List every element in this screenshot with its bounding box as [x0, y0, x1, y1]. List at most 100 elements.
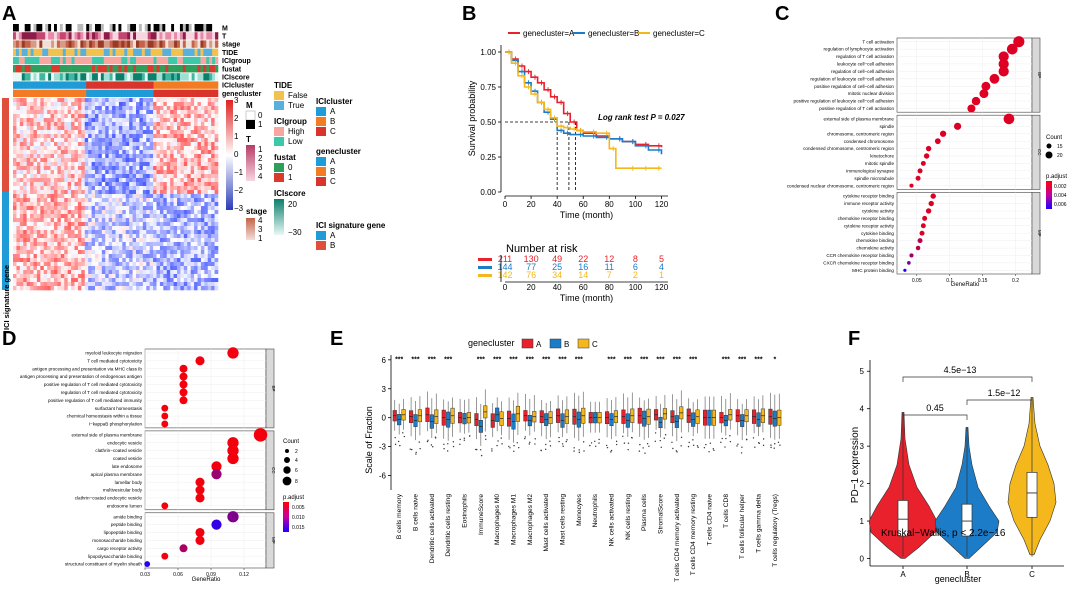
heatmap-cell	[84, 98, 89, 103]
box-outlier	[459, 438, 461, 441]
heatmap-cell	[105, 114, 109, 119]
heatmap-cell	[43, 158, 48, 163]
heatmap-cell	[142, 106, 147, 111]
track-cell	[54, 24, 58, 32]
heatmap-cell	[112, 226, 116, 231]
heatmap-cell	[101, 206, 106, 211]
legend-t-item: 3	[258, 163, 263, 172]
legend-stage-item: 4	[258, 216, 263, 225]
heatmap-cell	[13, 130, 17, 135]
heatmap-cell	[74, 178, 79, 183]
heatmap-cell	[129, 230, 133, 235]
heatmap-cell	[122, 106, 127, 111]
heatmap-cell	[118, 134, 123, 139]
heatmap-cell	[19, 98, 24, 103]
heatmap-cell	[33, 282, 38, 287]
term-label: monosaccharide binding	[92, 538, 142, 543]
heatmap-cell	[81, 110, 86, 115]
track-cell	[89, 81, 93, 89]
heatmap-cell	[81, 250, 86, 255]
heatmap-cell	[159, 150, 164, 155]
heatmap-cell	[211, 286, 215, 291]
term-dot	[920, 223, 926, 229]
heatmap-cell	[13, 154, 17, 159]
heatmap-cell	[57, 138, 62, 143]
track-cell	[130, 48, 134, 56]
heatmap-cell	[98, 206, 103, 211]
heatmap-cell	[60, 218, 65, 223]
legend-genecluster-swatch	[316, 157, 326, 166]
heatmap-cell	[60, 194, 65, 199]
heatmap-cell	[108, 250, 113, 255]
heatmap-cell	[95, 274, 99, 279]
box-outlier	[411, 448, 413, 451]
heatmap-cell	[26, 138, 31, 143]
heatmap-cell	[153, 206, 157, 211]
heatmap-cell	[132, 102, 137, 107]
term-label: cytokine receptor binding	[843, 194, 895, 199]
heatmap-cell	[57, 150, 62, 155]
box-outlier	[469, 435, 471, 437]
heatmap-cell	[187, 142, 191, 147]
heatmap-cell	[122, 274, 127, 279]
heatmap-cell	[60, 262, 65, 267]
heatmap-cell	[142, 170, 147, 175]
heatmap-cell	[132, 154, 137, 159]
heatmap-cell	[153, 138, 157, 143]
heatmap-cell	[112, 242, 116, 247]
heatmap-cell	[47, 230, 51, 235]
heatmap-cell	[33, 158, 38, 163]
category-label: Macrophages M1	[511, 494, 518, 545]
track-cell	[191, 56, 195, 65]
heatmap-cell	[71, 162, 75, 167]
heatmap-cell	[211, 146, 215, 151]
track-cell	[209, 89, 213, 97]
track-cell	[133, 65, 137, 73]
term-dot	[998, 66, 1009, 77]
heatmap-cell	[54, 126, 58, 131]
heatmap-cell	[187, 166, 191, 171]
track-cell	[112, 48, 116, 56]
heatmap-cell	[54, 98, 58, 103]
heatmap-cell	[43, 282, 48, 287]
track-cell	[103, 81, 108, 89]
track-cell	[106, 24, 110, 32]
heatmap-cell	[19, 226, 24, 231]
heatmap-cell	[180, 214, 185, 219]
heatmap-cell	[125, 254, 130, 259]
heatmap-cell	[159, 262, 164, 267]
heatmap-cell	[43, 130, 48, 135]
heatmap-cell	[159, 186, 164, 191]
heatmap-cell	[30, 98, 34, 103]
legend-iciscore-item: 20	[288, 200, 297, 209]
heatmap-cell	[74, 142, 79, 147]
box-outlier	[615, 443, 618, 446]
heatmap-cell	[81, 222, 86, 227]
track-cell	[171, 81, 175, 89]
heatmap-cell	[129, 242, 133, 247]
heatmap-cell	[57, 234, 62, 239]
heatmap-cell	[122, 170, 127, 175]
heatmap-cell	[207, 106, 212, 111]
heatmap-cell	[98, 118, 103, 123]
heatmap-cell	[112, 138, 116, 143]
track-cell	[138, 48, 143, 56]
track-cell	[177, 73, 181, 81]
heatmap-cell	[190, 130, 195, 135]
heatmap-cell	[197, 102, 202, 107]
heatmap-cell	[64, 202, 68, 207]
heatmap-cell	[194, 274, 198, 279]
heatmap-cell	[30, 134, 34, 139]
track-cell	[71, 48, 75, 56]
legend-icigroup-swatch	[274, 127, 284, 136]
heatmap-cell	[101, 234, 106, 239]
box-outlier	[496, 444, 498, 447]
heatmap-cell	[40, 214, 45, 219]
heatmap-cell	[98, 138, 103, 143]
track-cell	[203, 65, 207, 73]
heatmap-cell	[84, 186, 89, 191]
heatmap-cell	[166, 122, 171, 127]
heatmap-cell	[149, 170, 154, 175]
heatmap-cell	[146, 234, 150, 239]
heatmap-cell	[98, 210, 103, 215]
